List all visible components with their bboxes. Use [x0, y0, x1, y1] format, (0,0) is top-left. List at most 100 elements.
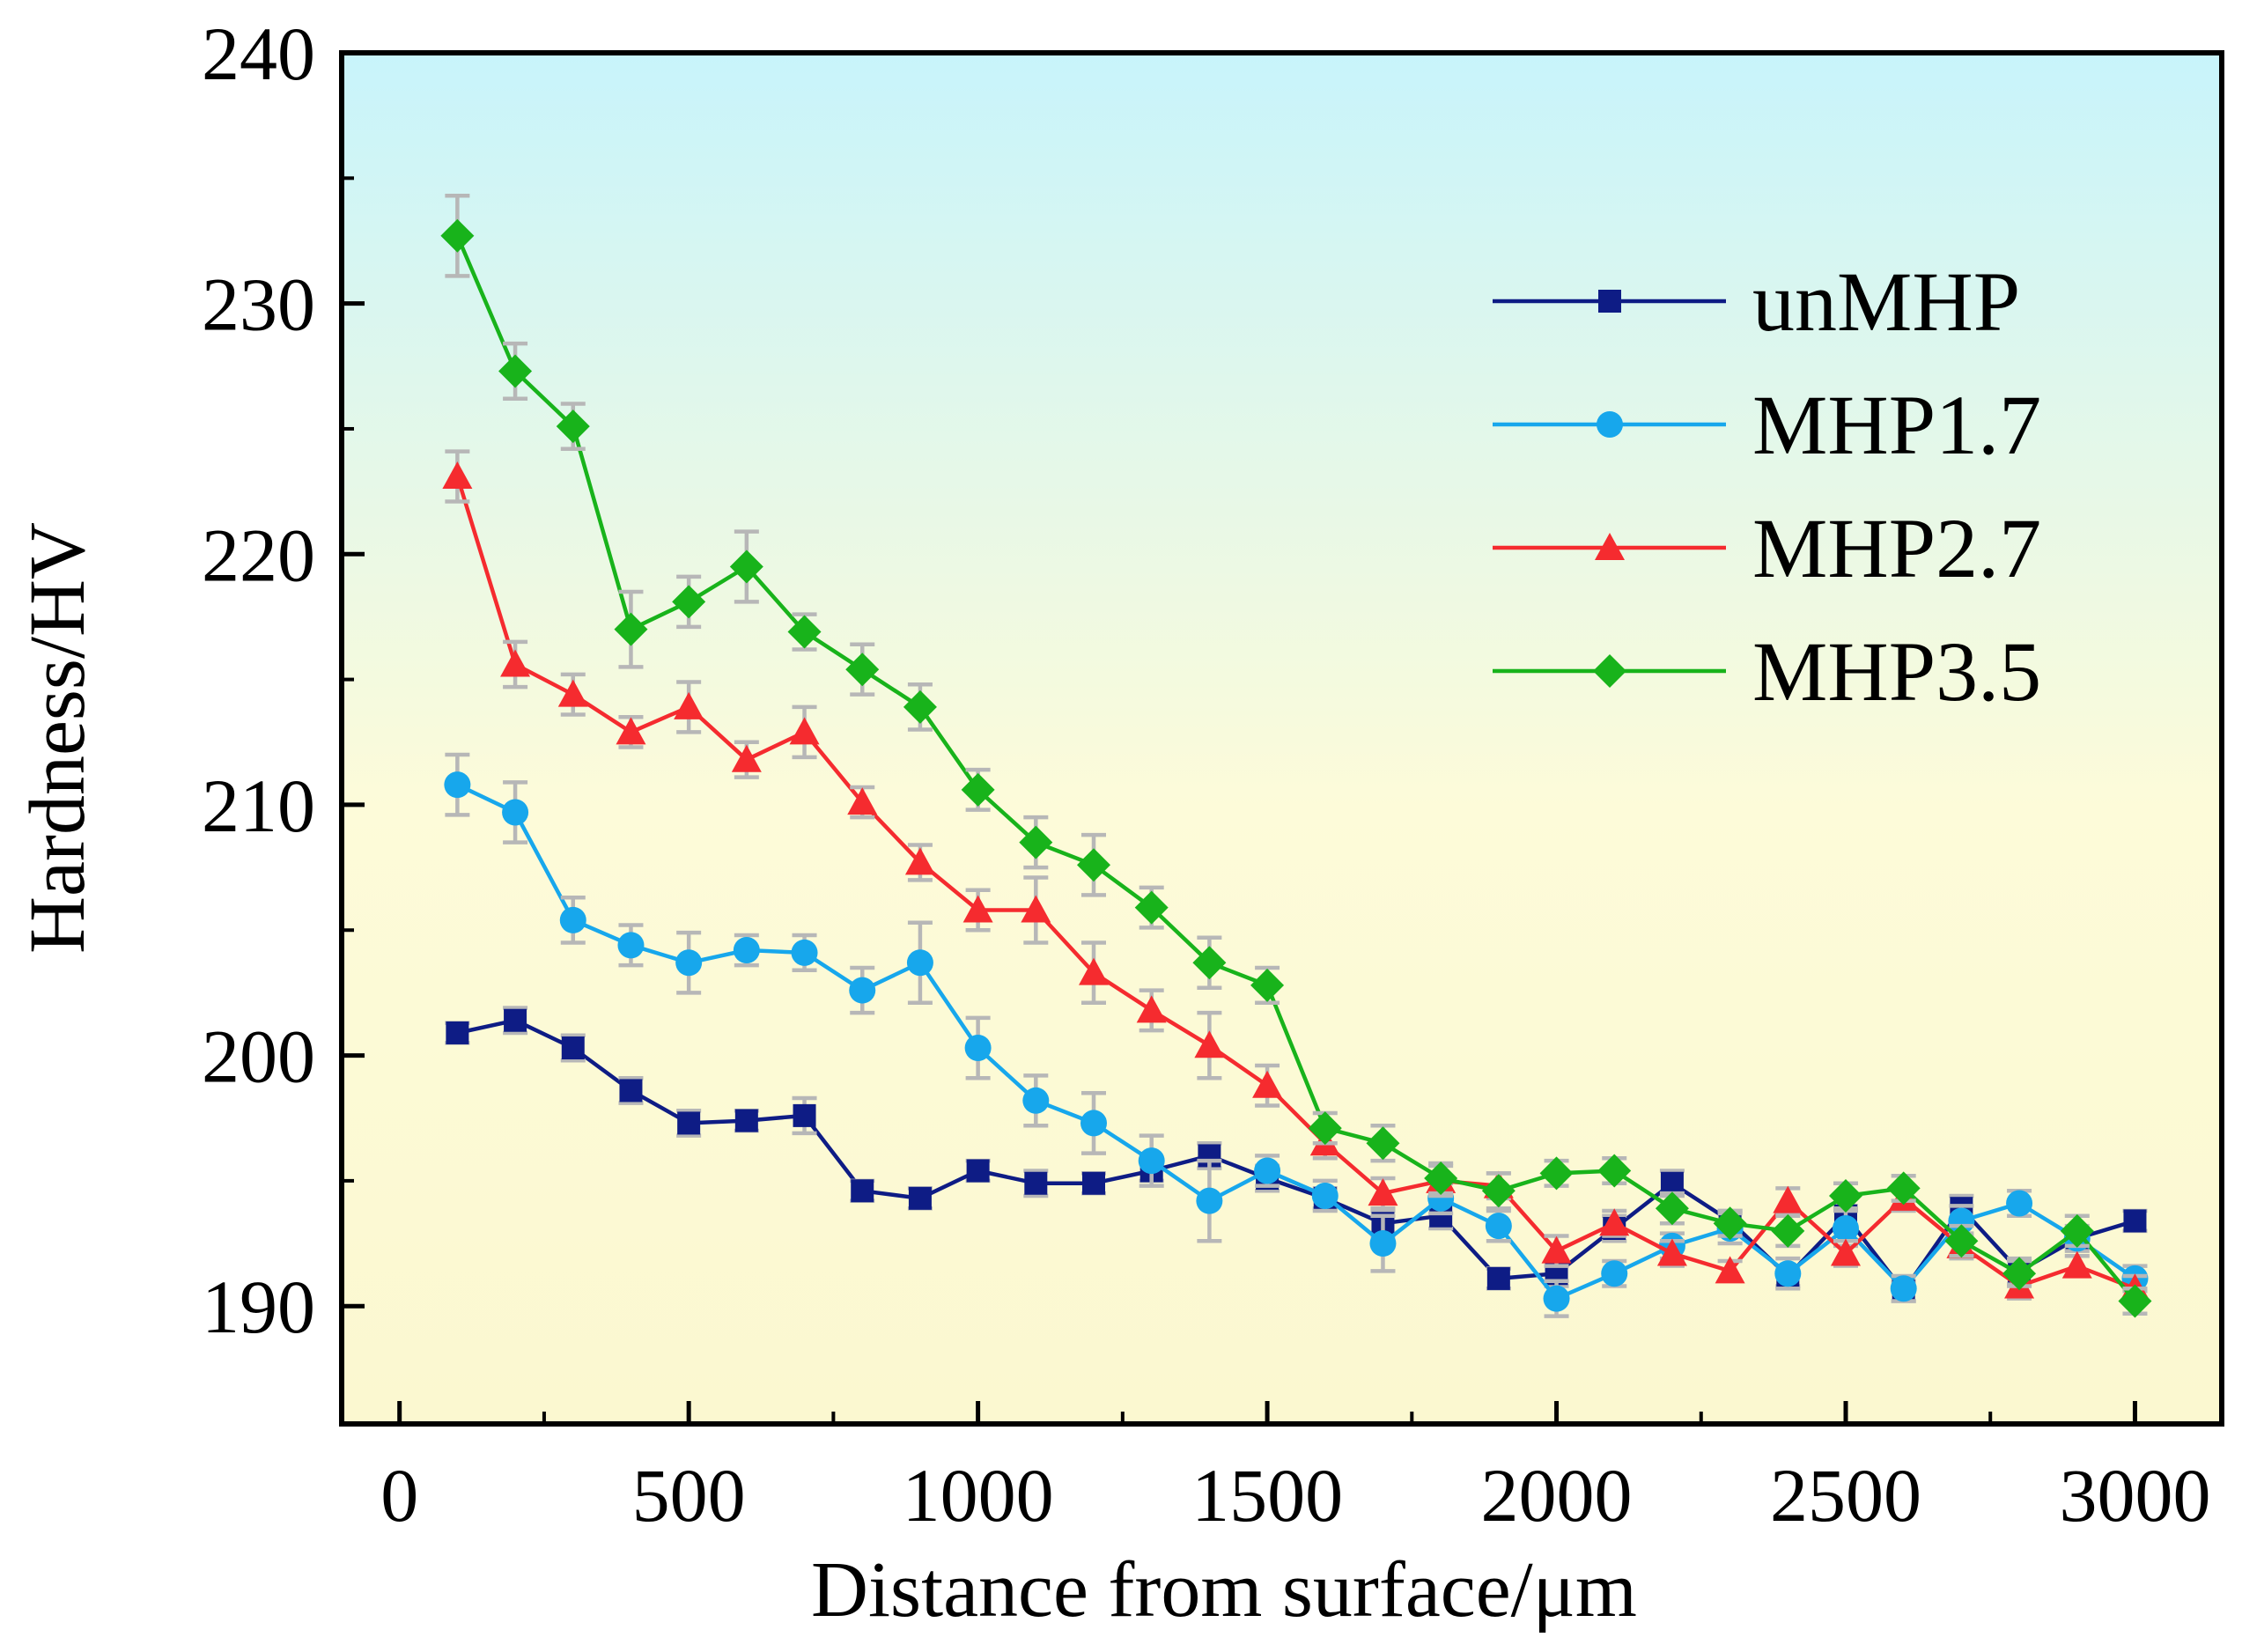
x-tick-label: 2000 [1481, 1453, 1633, 1538]
data-point [961, 772, 995, 807]
y-tick-label: 210 [202, 763, 315, 848]
data-point [904, 847, 935, 875]
data-point [500, 649, 531, 677]
data-point [502, 799, 529, 826]
data-point [1831, 1238, 1861, 1266]
x-tick-label: 500 [632, 1453, 746, 1538]
data-point [1254, 1157, 1281, 1184]
data-point [791, 939, 818, 966]
data-point [2060, 1213, 2094, 1248]
data-point [1022, 1087, 1050, 1114]
series-MHP3.5 [440, 193, 2152, 1318]
x-tick-label: 3000 [2059, 1453, 2210, 1538]
data-point [440, 218, 475, 253]
data-point [1541, 1235, 1572, 1264]
data-point [1773, 1185, 1803, 1213]
data-point [1539, 1156, 1574, 1191]
data-point [504, 1008, 527, 1032]
data-point [729, 549, 763, 584]
x-axis-title: Distance from surface/μm [811, 1546, 1637, 1634]
data-point [1366, 1126, 1400, 1161]
data-point [1543, 1285, 1570, 1312]
data-point [1369, 1230, 1397, 1257]
data-point [908, 1186, 932, 1210]
data-point [1194, 1030, 1225, 1058]
data-point [1024, 1171, 1048, 1195]
data-point [1601, 1260, 1628, 1287]
data-point [1196, 1187, 1223, 1214]
data-point [1138, 1147, 1165, 1175]
series-layer [440, 193, 2152, 1318]
data-point [614, 612, 648, 646]
data-point [1774, 1260, 1802, 1287]
x-tick-label: 1000 [903, 1453, 1054, 1538]
data-point [1481, 1174, 1516, 1208]
y-axis: 190 200 210 220 230 240 [202, 11, 365, 1349]
data-point [1771, 1213, 1805, 1248]
y-tick-label: 240 [202, 11, 315, 96]
data-point [734, 1109, 758, 1132]
data-point [619, 1079, 643, 1103]
data-point [1656, 1238, 1687, 1266]
data-point [787, 615, 822, 649]
legend-label: MHP2.7 [1752, 501, 2041, 595]
legend-marker [1597, 411, 1623, 438]
series-line [455, 476, 2136, 1291]
data-point [1886, 1171, 1921, 1206]
y-tick-label: 230 [202, 262, 315, 347]
data-point [1368, 1178, 1398, 1206]
x-axis: 0 500 1000 1500 2000 2500 3000 [380, 1401, 2210, 1538]
data-point [672, 585, 706, 619]
data-point [733, 937, 760, 964]
data-point [2118, 1284, 2152, 1318]
legend: unMHP MHP1.7 MHP2.7 MHP3.5 [1493, 254, 2041, 719]
data-point [1136, 995, 1167, 1023]
legend-item-unMHP: unMHP [1493, 254, 2020, 349]
data-point [1944, 1224, 1979, 1258]
data-point [1713, 1206, 1747, 1241]
x-tick-label: 2500 [1770, 1453, 1921, 1538]
legend-item-MHP2.7: MHP2.7 [1493, 501, 2041, 595]
data-point [616, 717, 646, 745]
data-point [851, 1179, 874, 1203]
data-point [847, 787, 878, 815]
data-point [962, 895, 993, 923]
data-point [789, 717, 820, 745]
data-point [1311, 1182, 1339, 1209]
data-point [845, 653, 880, 687]
data-point [446, 1021, 469, 1044]
data-point [1192, 946, 1227, 980]
y-axis-title: Hardness/HV [14, 522, 101, 954]
data-point [617, 932, 645, 959]
data-point [1082, 1171, 1105, 1195]
legend-label: MHP3.5 [1752, 624, 2041, 719]
y-tick-label: 200 [202, 1014, 315, 1099]
data-point [1597, 1154, 1632, 1188]
data-point [964, 1035, 992, 1062]
data-point [561, 1036, 585, 1060]
data-point [442, 461, 473, 490]
data-point [906, 949, 933, 977]
data-point [1021, 895, 1051, 923]
data-point [2123, 1209, 2147, 1233]
data-point [1080, 1110, 1107, 1137]
data-point [677, 1111, 701, 1135]
data-point [793, 1103, 816, 1127]
data-point [1134, 890, 1169, 925]
y-tick-label: 220 [202, 513, 315, 597]
data-point [559, 906, 586, 933]
x-tick-label: 0 [380, 1453, 418, 1538]
data-point [966, 1159, 990, 1183]
data-point [557, 679, 588, 707]
data-point [1250, 968, 1285, 1002]
data-point [1079, 957, 1109, 985]
plot-frame [339, 50, 2224, 1427]
data-point [675, 949, 703, 977]
data-point [1485, 1213, 1512, 1240]
data-point [1890, 1275, 1917, 1302]
legend-marker [1595, 533, 1625, 560]
legend-marker [1598, 290, 1621, 313]
y-tick-label: 190 [202, 1265, 315, 1349]
data-point [1019, 825, 1053, 859]
